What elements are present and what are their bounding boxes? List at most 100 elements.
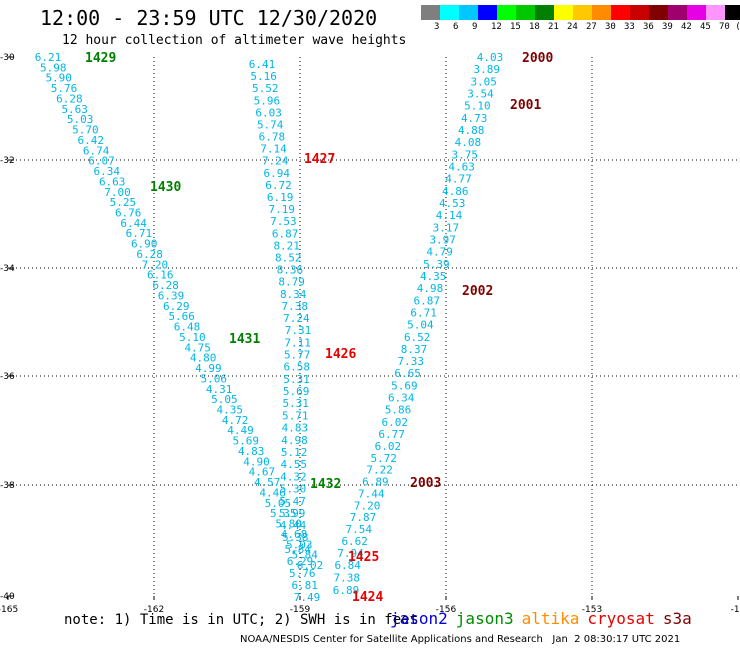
wave-height-value: 6.28 [152,279,179,292]
scale-label: 9 [472,22,478,32]
wave-height-value: 5.31 [283,373,310,386]
wave-height-value: 7.38 [282,300,309,313]
wave-height-value: 6.34 [94,165,121,178]
scale-swatch [668,5,687,20]
footer-credit: NOAA/NESDIS Center for Satellite Applica… [240,634,681,645]
scale-label: 27 [586,22,597,32]
wave-height-value: 7.24 [283,312,310,325]
wave-height-value: 4.90 [243,455,270,468]
wave-height-value: 8.37 [401,343,428,356]
wave-height-value: 5.69 [391,379,418,392]
wave-height-value: 5.66 [168,310,195,323]
altimeter-track: 6.215.985.905.766.285.635.035.706.426.74… [35,51,324,572]
wave-height-value: 5.25 [110,196,137,209]
wave-height-value: 7.19 [269,203,296,216]
wave-height-value: 8.52 [275,252,302,265]
wave-height-value: 4.67 [249,466,276,479]
wave-height-value: 5.69 [233,435,260,448]
scale-label: 21 [548,22,559,32]
pass-label: 1432 [310,477,341,492]
wave-height-value: 7.53 [270,215,297,228]
wave-height-value: 5.04 [407,319,434,332]
wave-height-value: 7.31 [285,324,312,337]
scale-label: 39 [662,22,673,32]
wave-height-value: 5.39 [423,258,450,271]
axis-labels: -165 -162 -159 -156 -153 -15 -30 -32 -34 -36 -38 -4… [0,53,740,615]
pass-label: 1424 [352,590,383,605]
pass-label: 2000 [522,51,553,66]
wave-height-value: 4.83 [282,422,309,435]
scale-swatch [497,5,516,20]
wave-height-value: 4.68 [281,528,308,541]
wave-height-value: 4.44 [280,519,307,532]
wave-height-value: 5.05 [265,497,292,510]
wave-height-value: 4.49 [227,424,254,437]
wave-height-value: 5.76 [51,82,78,95]
altimeter-tracks: 6.215.985.905.766.285.635.035.706.426.74… [35,51,504,604]
wave-height-value: 4.46 [259,486,286,499]
wave-height-value: 6.77 [378,428,405,441]
wave-height-value: 5.71 [282,409,309,422]
wave-height-value: 4.80 [190,352,217,365]
wave-height-value: 4.72 [222,414,249,427]
wave-height-value: 6.21 [35,51,62,64]
wave-height-value: 7.33 [398,355,425,368]
wave-height-value: 6.42 [78,134,105,147]
x-tick-label: -153 [582,605,602,615]
wave-height-value: 6.87 [414,294,441,307]
map-title: 12:00 - 23:59 UTC 12/30/2020 [40,6,378,30]
y-tick-label: -32 [0,156,15,166]
scale-label: 42 [681,22,692,32]
wave-height-value: 5.47 [279,495,306,508]
wave-height-value: 4.03 [477,51,504,64]
wave-height-value: 6.87 [272,227,299,240]
wave-height-value: 6.84 [334,559,361,572]
wave-height-value: 3.54 [467,88,494,101]
scale-swatch [611,5,630,20]
wave-height-value: 7.44 [358,488,385,501]
wave-height-value: 4.08 [455,136,482,149]
scale-swatch [440,5,459,20]
wave-height-value: 6.02 [297,559,324,572]
wave-height-value: 4.75 [184,341,211,354]
wave-height-value: 5.63 [61,103,88,116]
wave-height-value: 6.19 [267,191,294,204]
map-subtitle: 12 hour collection of altimeter wave hei… [62,33,407,48]
wave-height-value: 5.10 [464,100,491,113]
wave-height-value: 5.30 [280,483,307,496]
wave-height-value: 8.34 [280,288,307,301]
wave-height-value: 5.05 [211,393,238,406]
wave-height-value: 4.57 [254,476,281,489]
wave-height-value: 6.44 [120,217,147,230]
scale-label: 18 [529,22,540,32]
wave-height-value: 4.77 [445,173,472,186]
wave-height-value: 3.75 [452,148,479,161]
wave-height-value: 4.79 [426,246,453,259]
wave-height-value: 4.35 [420,270,447,283]
satellite-legend: jason2 jason3 altika cryosat s3a [390,609,700,628]
wave-height-value: 4.63 [448,161,475,174]
y-tick-label: -34 [0,264,15,274]
scale-swatch [421,5,440,20]
wave-height-value: 4.73 [461,112,488,125]
wave-height-value: 6.52 [404,331,431,344]
lat-lon-grid [7,56,739,600]
wave-height-value: 6.74 [83,144,110,157]
wave-height-value: 6.65 [394,367,421,380]
wave-height-value: 5.52 [252,82,279,95]
wave-height-value: 5.16 [250,70,277,83]
scale-swatch [687,5,706,20]
wave-height-value: 7.54 [346,523,373,536]
wave-height-value: 6.81 [291,579,318,592]
wave-height-value: 7.11 [284,336,311,349]
wave-height-value: 6.62 [341,535,368,548]
scale-swatch [459,5,478,20]
scale-swatch [573,5,592,20]
legend-item-jason2: jason2 [390,609,448,628]
wave-height-value: 5.31 [282,397,309,410]
scale-swatch [725,5,740,20]
scale-label: 12 [491,22,502,32]
wave-height-value: 7.87 [350,511,377,524]
x-tick-label: -162 [144,605,164,615]
